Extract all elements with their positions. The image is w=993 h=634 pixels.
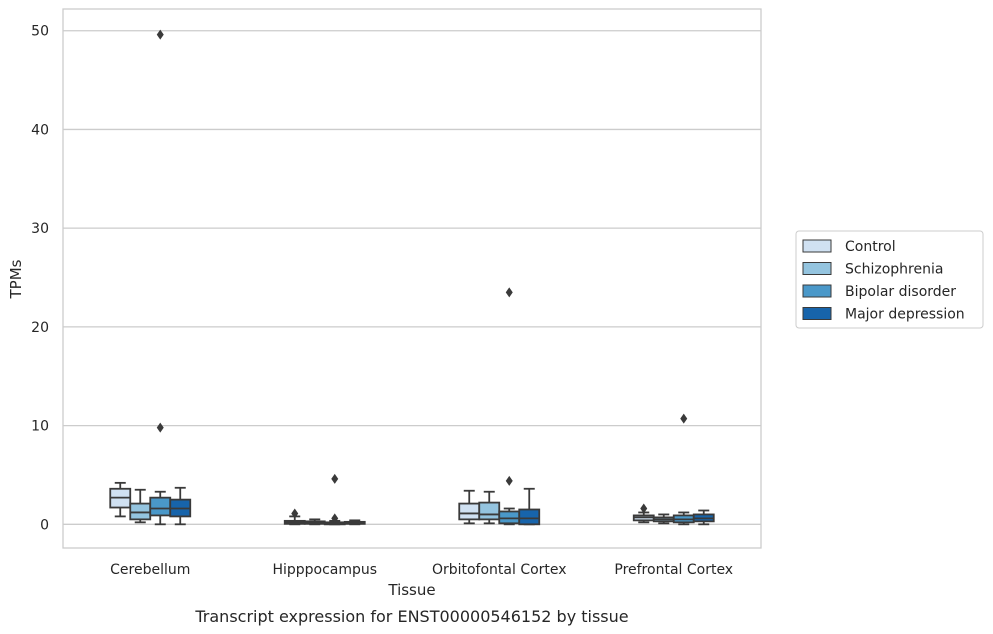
box-series [149, 29, 695, 526]
y-tick-label: 40 [31, 122, 49, 138]
box-iqr [498, 510, 521, 525]
box-item [478, 490, 501, 525]
box-item [149, 29, 172, 526]
box-item [498, 287, 521, 526]
y-tick-label: 30 [31, 221, 49, 237]
box-iqr [129, 502, 152, 521]
legend: Control Schizophrenia Bipolar disorder Majo… [795, 230, 984, 329]
box-item [303, 518, 326, 526]
box-item [323, 473, 346, 526]
x-tick-label: Prefrontal Cortex [614, 562, 733, 578]
box-iqr [149, 496, 172, 517]
x-tick-label: Hipppocampus [272, 562, 377, 578]
x-tick-labels: Cerebellum Hipppocampus Orbitofontal Corte… [110, 562, 733, 578]
x-tick-label: Orbitofontal Cortex [432, 562, 567, 578]
outlier-point [505, 475, 513, 486]
y-tick-label: 20 [31, 320, 49, 336]
grid-lines [63, 30, 761, 525]
y-tick-label: 50 [31, 24, 49, 40]
box-iqr [478, 501, 501, 521]
box-iqr [458, 502, 481, 521]
outlier-point [156, 422, 164, 433]
box-series-layer [109, 29, 715, 526]
outlier-point [291, 508, 299, 519]
box-item [518, 487, 541, 526]
outlier-point [156, 29, 164, 40]
y-axis-title: TPMs [7, 259, 25, 299]
box-item [672, 413, 695, 526]
outlier-point [331, 473, 339, 484]
legend-swatch [802, 307, 832, 320]
legend-swatch [802, 262, 832, 275]
box-item [169, 486, 192, 526]
box-item [283, 508, 306, 526]
box-item [343, 519, 366, 526]
outlier-point [640, 503, 648, 514]
box-item [652, 513, 675, 525]
box-item [109, 481, 132, 518]
legend-label: Bipolar disorder [845, 284, 956, 300]
box-item [632, 503, 655, 524]
legend-label: Major depression [845, 307, 965, 323]
outlier-point [331, 513, 339, 524]
legend-label: Control [845, 239, 896, 255]
x-axis-title: Tissue [387, 581, 435, 599]
legend-swatch [802, 239, 832, 253]
x-tick-label: Cerebellum [110, 562, 190, 578]
outlier-point [505, 287, 513, 298]
y-tick-labels: 0 10 20 30 40 50 [31, 24, 49, 534]
chart-caption: Transcript expression for ENST0000054615… [194, 607, 628, 626]
plot-frame [62, 8, 762, 549]
box-series [109, 481, 655, 526]
legend-frame [795, 230, 984, 329]
box-item [692, 509, 715, 526]
box-item [129, 488, 152, 524]
y-tick-label: 0 [40, 517, 49, 533]
box-iqr [518, 508, 541, 526]
box-item [458, 489, 481, 525]
outlier-point [680, 413, 688, 424]
y-tick-label: 10 [31, 419, 49, 435]
legend-label: Schizophrenia [845, 262, 943, 278]
box-series [129, 488, 675, 526]
box-series [169, 486, 715, 526]
legend-swatch [802, 284, 832, 298]
